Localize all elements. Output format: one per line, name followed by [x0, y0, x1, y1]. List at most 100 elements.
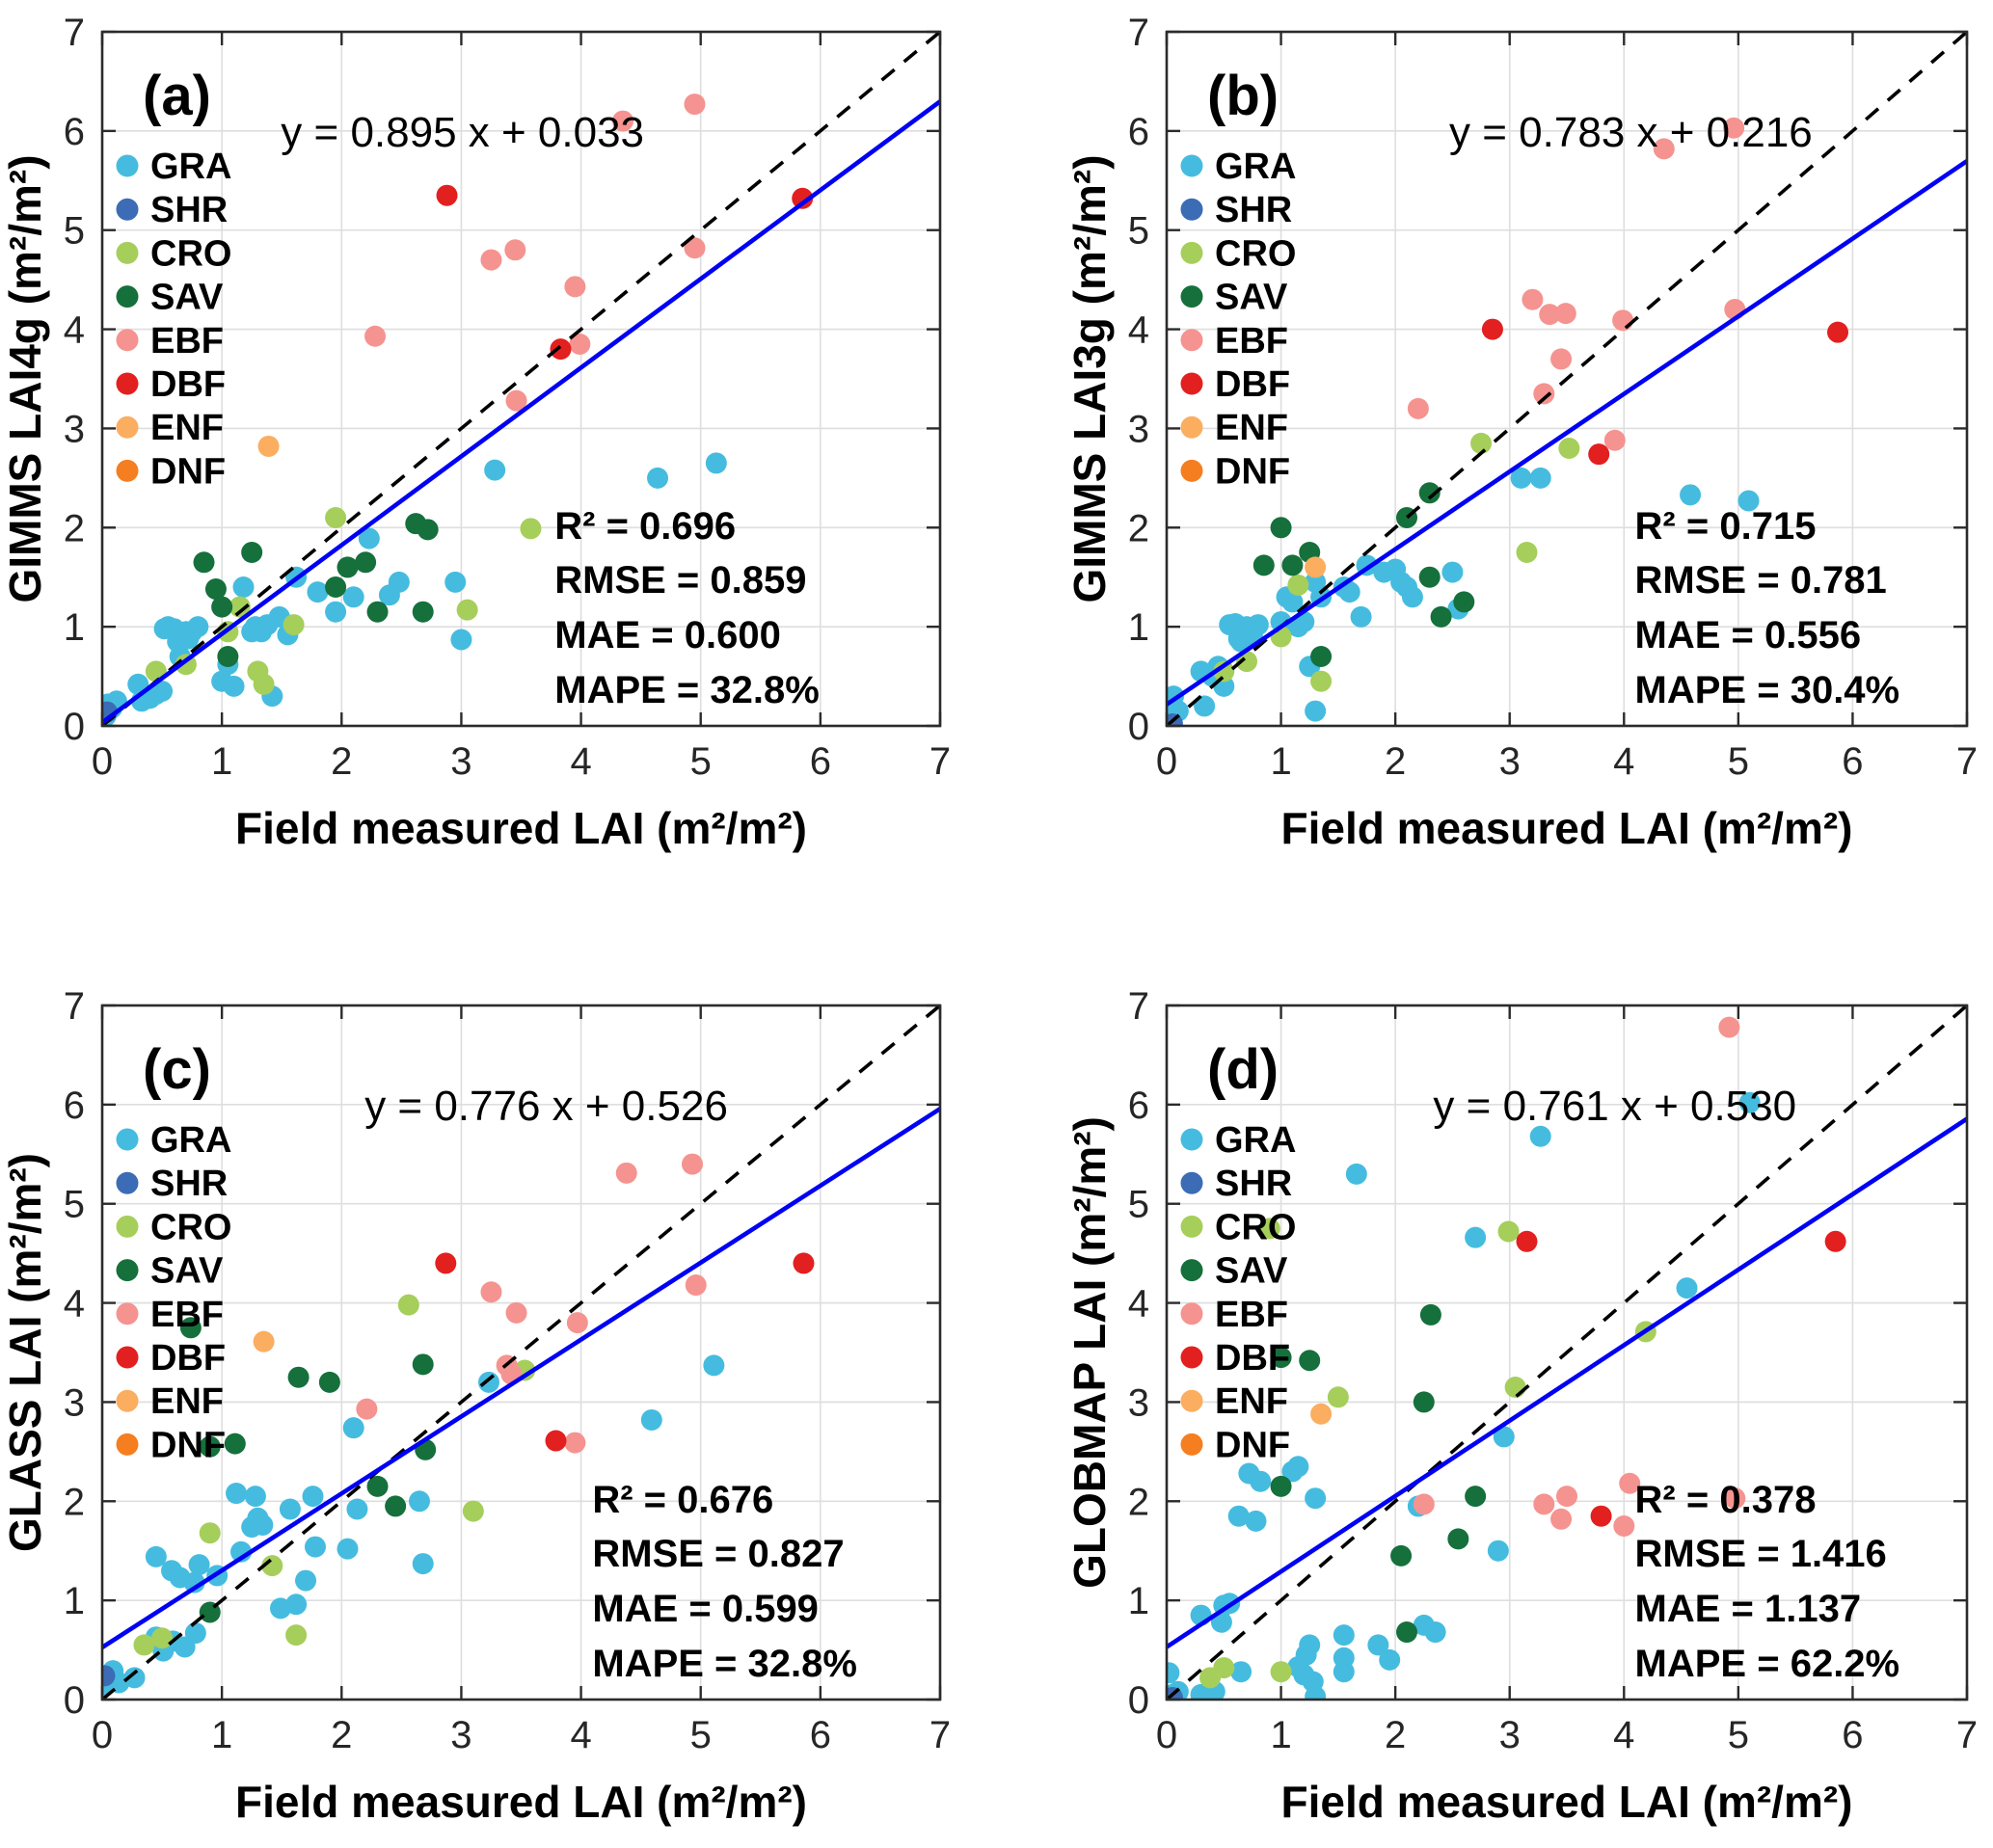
- data-point-GRA: [1510, 467, 1532, 489]
- data-point-SAV: [211, 596, 233, 618]
- x-tick-label: 5: [690, 1714, 712, 1756]
- x-tick-label: 2: [1385, 1714, 1406, 1756]
- enf-legend-marker: [116, 415, 139, 439]
- data-point-SAV: [199, 1435, 221, 1458]
- data-point-EBF: [364, 325, 387, 347]
- data-point-EBF: [569, 334, 591, 355]
- data-point-GRA: [1305, 700, 1327, 722]
- equation-label: y = 0.761 x + 0.530: [1433, 1083, 1796, 1130]
- y-tick-label: 1: [64, 606, 85, 649]
- data-point-EBF: [566, 1312, 588, 1334]
- stat-line: R² = 0.715: [1635, 505, 1817, 548]
- data-point-GRA: [325, 601, 347, 623]
- legend-label-CRO: CRO: [150, 233, 231, 274]
- data-point-GRA: [1245, 1510, 1267, 1532]
- x-tick-label: 1: [211, 1714, 232, 1756]
- x-tick-label: 7: [929, 740, 951, 783]
- dnf-legend-marker: [116, 1433, 139, 1456]
- legend-label-DBF: DBF: [150, 364, 226, 405]
- data-point-CRO: [133, 1634, 155, 1656]
- data-point-SAV: [1465, 1486, 1487, 1508]
- data-point-DBF: [435, 1252, 457, 1274]
- x-tick-label: 5: [690, 740, 712, 783]
- data-point-EBF: [1539, 304, 1561, 326]
- axes-box: [1165, 1004, 1969, 1701]
- data-point-GRA: [145, 1545, 167, 1567]
- data-point-CRO: [1213, 1657, 1235, 1679]
- gra-legend-marker: [116, 1128, 139, 1151]
- y-axis-title: GLASS LAI (m²/m²): [0, 1153, 50, 1552]
- legend-label-DNF: DNF: [150, 1425, 226, 1465]
- panel-c: 00 1 1 2 2 3 3 4 4 5 5 6 6 7 7 Field measured LAI (m²/m…: [0, 985, 951, 1827]
- data-point-EBF: [684, 94, 706, 116]
- data-point-CRO: [1213, 660, 1235, 683]
- y-tick-label: 5: [1128, 1184, 1149, 1226]
- x-tick-label: 0: [1156, 1714, 1177, 1756]
- y-tick-label: 7: [64, 985, 85, 1028]
- data-point-CRO: [325, 507, 347, 528]
- data-point-SAV: [1447, 1528, 1469, 1550]
- stat-line: RMSE = 0.859: [554, 559, 806, 602]
- data-point-SAV: [1390, 1544, 1413, 1567]
- data-point-GRA: [342, 586, 364, 608]
- data-point-CRO: [285, 1624, 308, 1647]
- y-tick-label: 2: [64, 507, 85, 549]
- stat-line: R² = 0.378: [1635, 1479, 1817, 1521]
- data-point-ENF: [1310, 1403, 1333, 1425]
- data-point-DBF: [1588, 443, 1610, 466]
- data-point-ENF: [253, 1330, 275, 1353]
- data-point-GRA: [252, 1513, 274, 1536]
- data-point-SAV: [1310, 646, 1333, 667]
- data-point-EBF: [564, 276, 586, 298]
- y-tick-label: 2: [1128, 1481, 1149, 1523]
- data-point-GRA: [1305, 1487, 1327, 1510]
- enf-legend-marker: [1180, 415, 1203, 439]
- identity-line: [1166, 31, 1968, 727]
- data-point-EBF: [1603, 429, 1626, 451]
- data-point-GRA: [184, 1622, 206, 1645]
- data-point-GRA: [1281, 591, 1304, 613]
- data-point-GRA: [188, 1554, 210, 1576]
- data-point-CRO: [1504, 1377, 1526, 1398]
- data-point-EBF: [505, 389, 527, 412]
- data-point-DBF: [545, 1430, 567, 1452]
- data-point-SAV: [1413, 1391, 1435, 1413]
- ebf-legend-marker: [1180, 1302, 1203, 1326]
- data-point-GRA: [1529, 467, 1551, 489]
- data-point-EBF: [1407, 397, 1429, 419]
- x-tick-label: 7: [1956, 740, 1978, 783]
- x-axis-title: Field measured LAI (m²/m²): [1281, 803, 1853, 853]
- y-axis-title: GIMMS LAI4g (m²/m²): [0, 154, 50, 603]
- data-point-EBF: [1556, 1486, 1577, 1508]
- y-tick-label: 7: [64, 12, 85, 54]
- data-point-CRO: [1310, 670, 1333, 692]
- x-tick-label: 4: [570, 740, 591, 783]
- sav-legend-marker: [1180, 1259, 1203, 1282]
- data-point-DBF: [550, 338, 572, 361]
- data-point-GRA: [1367, 1634, 1389, 1656]
- data-point-GRA: [1529, 1125, 1551, 1147]
- data-point-CRO: [520, 518, 542, 540]
- data-point-SAV: [241, 542, 263, 563]
- legend-label-DNF: DNF: [1215, 1425, 1290, 1465]
- stat-line: MAPE = 32.8%: [554, 669, 820, 711]
- legend-label-SHR: SHR: [150, 1164, 228, 1204]
- x-tick-label: 6: [810, 1714, 831, 1756]
- data-point-EBF: [1613, 1515, 1635, 1537]
- equation-label: y = 0.776 x + 0.526: [364, 1083, 728, 1130]
- y-tick-label: 7: [1128, 12, 1149, 54]
- data-point-CRO: [1270, 1661, 1292, 1683]
- data-point-CRO: [261, 1555, 283, 1577]
- x-tick-label: 3: [450, 1714, 471, 1756]
- y-axis-title: GIMMS LAI3g (m²/m²): [1064, 154, 1115, 603]
- stat-line: MAE = 1.137: [1635, 1588, 1862, 1630]
- y-tick-label: 6: [64, 1085, 85, 1127]
- stat-line: RMSE = 1.416: [1635, 1533, 1887, 1575]
- y-tick-label: 0: [1128, 1679, 1149, 1722]
- equation-label: y = 0.783 x + 0.216: [1449, 109, 1813, 156]
- data-point-EBF: [1723, 117, 1745, 139]
- cro-legend-marker: [116, 1215, 139, 1238]
- axes-box: [1165, 30, 1969, 728]
